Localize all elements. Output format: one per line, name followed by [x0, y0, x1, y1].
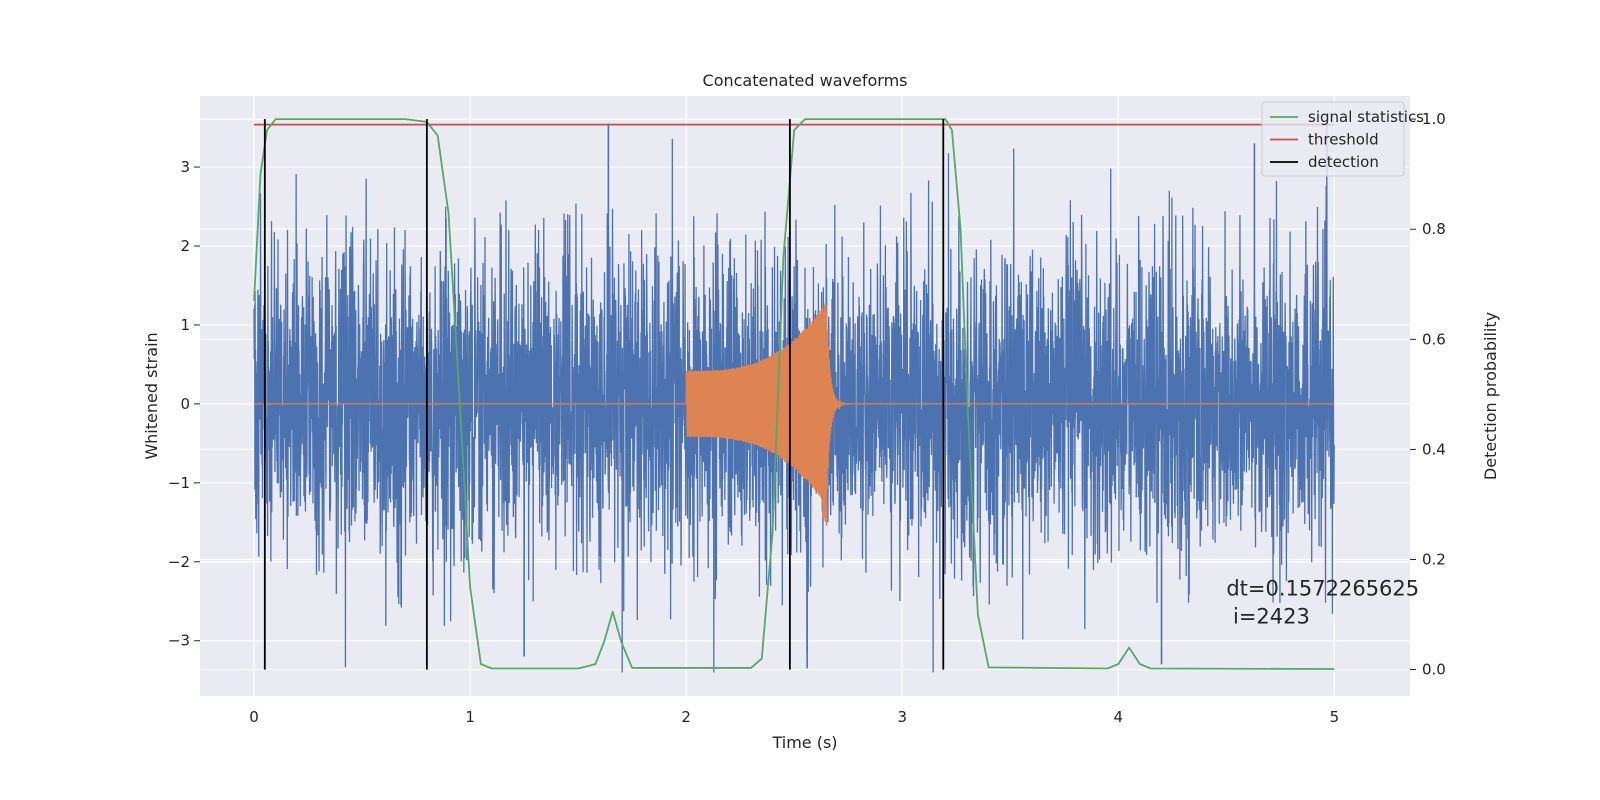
- legend-label-1: threshold: [1308, 131, 1379, 149]
- y-tick-label-2: −1: [168, 474, 190, 492]
- annotation-index: i=2423: [1226, 604, 1310, 628]
- y-tick-label-1: −2: [168, 553, 190, 571]
- signal-statistics-line: [253, 118, 1335, 670]
- noise-series: [253, 123, 1336, 673]
- y2-tick-label-4: 0.8: [1422, 220, 1446, 238]
- y-tick-label-0: −3: [168, 632, 190, 650]
- series-layer: [253, 118, 1336, 673]
- x-tick-label-2: 2: [681, 708, 691, 726]
- x-axis-label: Time (s): [771, 733, 837, 752]
- legend-box: [1261, 101, 1405, 177]
- x-tick-label-4: 4: [1114, 708, 1124, 726]
- y-tick-label-4: 1: [180, 316, 190, 334]
- y-tick-label-6: 3: [180, 158, 190, 176]
- y2-axis-label: Detection probability: [1481, 312, 1500, 480]
- legend-label-0: signal statistics: [1308, 108, 1424, 126]
- chart-title: Concatenated waveforms: [703, 71, 908, 90]
- x-tick-label-1: 1: [465, 708, 475, 726]
- y2-tick-label-3: 0.6: [1422, 330, 1446, 348]
- x-tick-label-0: 0: [249, 708, 259, 726]
- y2-tick-label-0: 0.0: [1422, 661, 1446, 679]
- y2-tick-label-5: 1.0: [1422, 110, 1446, 128]
- annotation-dt: dt=0.1572265625: [1226, 576, 1419, 600]
- y-axis-label: Whitened strain: [142, 332, 161, 459]
- legend: signal statistics threshold detection: [1261, 101, 1424, 177]
- x-tick-label-5: 5: [1330, 708, 1340, 726]
- legend-label-2: detection: [1308, 153, 1379, 171]
- y2-tick-label-2: 0.4: [1422, 440, 1446, 458]
- y-tick-label-5: 2: [180, 237, 190, 255]
- waveform-series: [254, 303, 1335, 526]
- y2-tick-label-1: 0.2: [1422, 550, 1446, 568]
- y-tick-label-3: 0: [180, 395, 190, 413]
- x-tick-label-3: 3: [897, 708, 907, 726]
- ticks: 0 1 2 3 4 5 −3 −2 −1 0 1 2 3 0.0 0.2 0.4 0.6 0.8 1.0: [168, 110, 1446, 726]
